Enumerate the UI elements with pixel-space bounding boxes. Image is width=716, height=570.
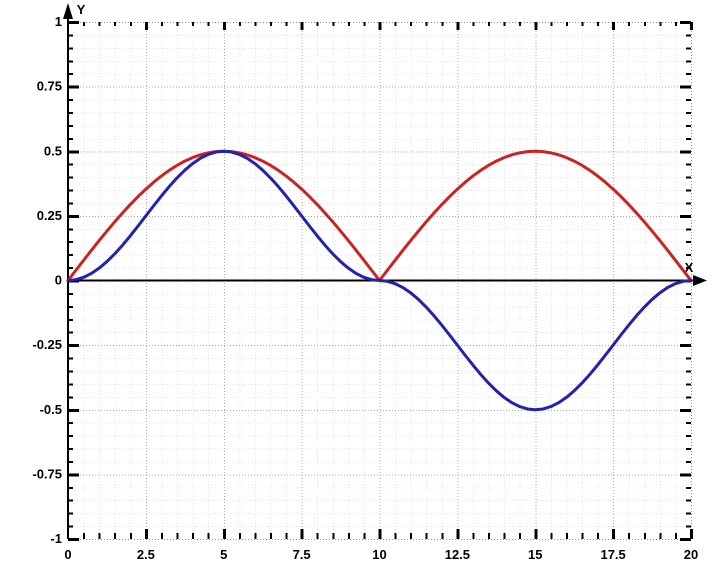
y-tick-label: -0.75	[32, 466, 62, 481]
labels: 10.750.50.250-0.25-0.5-0.75-10 2.5 5 7.5 10 1…	[32, 2, 698, 562]
x-tick-label: 7.5	[293, 547, 311, 562]
y-tick-label: -0.25	[32, 337, 62, 352]
x-tick-label: 15	[528, 547, 542, 562]
y-axis-arrow	[63, 3, 73, 19]
blue-curve	[66, 149, 693, 412]
x-axis-arrow	[693, 275, 707, 286]
x-tick-label: 12.5	[445, 547, 470, 562]
x-tick-label: 20	[684, 547, 698, 562]
y-tick-label: 0.75	[37, 79, 62, 94]
y-tick-label: 0	[55, 273, 62, 288]
x-tick-label: 17.5	[600, 547, 625, 562]
x-tick-label: 2.5	[137, 547, 155, 562]
y-axis-title: Y	[77, 2, 86, 17]
y-tick-label: 1	[55, 14, 62, 29]
y-tick-label: 0.25	[37, 208, 62, 223]
x-tick-label: 5	[220, 547, 227, 562]
x-axis-title: X	[685, 260, 694, 275]
x-tick-label: 10	[372, 547, 386, 562]
x-tick-label: 0	[64, 547, 71, 562]
y-tick-label: -0.5	[40, 402, 62, 417]
y-tick-label: -1	[50, 531, 62, 546]
y-tick-label: 0.5	[44, 143, 62, 158]
tick-marks	[68, 21, 693, 541]
